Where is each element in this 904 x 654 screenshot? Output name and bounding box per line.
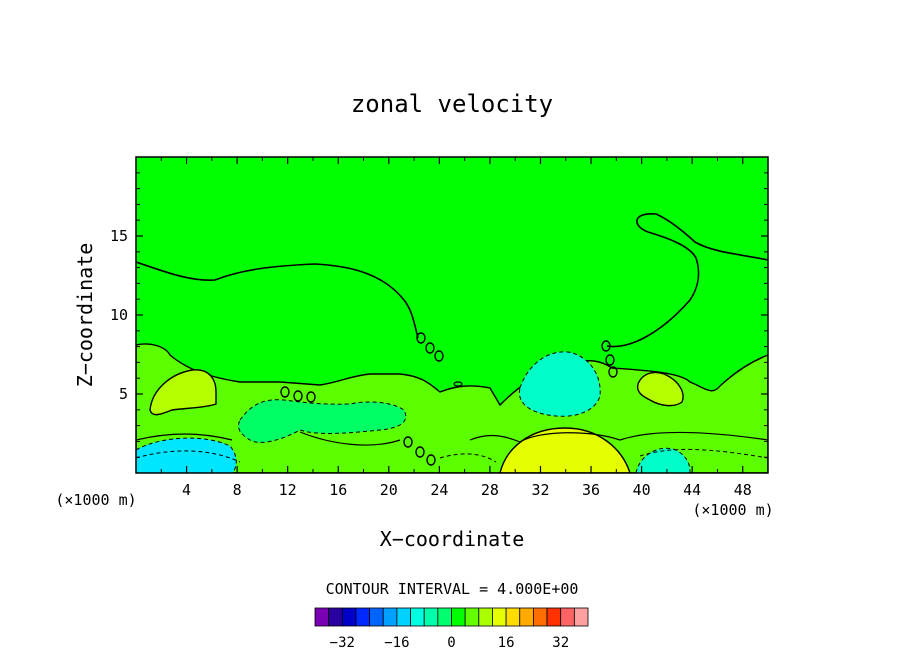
eddy-contour <box>605 354 615 366</box>
plot-area <box>136 157 768 473</box>
colorbar-swatch <box>478 607 493 627</box>
eddy-contour <box>453 381 463 387</box>
center-negative-region <box>518 351 601 417</box>
colorbar-swatch <box>464 607 480 627</box>
x-axis: 4 8 12 16 20 24 28 32 36 40 44 48 <box>160 157 752 499</box>
colorbar-tick-label: 16 <box>498 635 515 651</box>
y-axis-label: Z−coordinate <box>73 243 97 388</box>
colorbar-swatch <box>314 607 330 627</box>
left-jet-core-region <box>149 369 217 416</box>
right-jet-core-region <box>636 371 684 407</box>
colorbar-swatch <box>382 607 398 627</box>
eddy-contour <box>306 391 316 403</box>
x-tick-label: 4 <box>182 481 191 499</box>
colorbar-swatch <box>492 607 507 627</box>
colorbar-swatch <box>369 607 384 627</box>
contour-interval-text: CONTOUR INTERVAL = 4.000E+00 <box>326 580 579 598</box>
eddy-contour <box>280 386 290 398</box>
colorbar-swatch <box>437 607 452 627</box>
colorbar-swatch <box>396 607 411 627</box>
colorbar-swatch <box>410 607 425 627</box>
x-tick-label: 12 <box>279 481 297 499</box>
x-tick-label: 8 <box>233 481 242 499</box>
colorbar-swatch <box>546 607 562 627</box>
colorbar-tick-label: −16 <box>384 635 409 651</box>
eddy-contour <box>425 342 435 354</box>
y-tick-label: 5 <box>119 385 128 403</box>
mid-negative-region <box>237 399 407 443</box>
x-axis-label: X−coordinate <box>380 527 525 551</box>
colorbar-swatch <box>533 607 548 627</box>
x-tick-label: 48 <box>734 481 752 499</box>
colorbar-tick-label: 32 <box>552 635 569 651</box>
upper-right-contour-line <box>606 213 768 348</box>
y-tick-label: 15 <box>110 227 128 245</box>
eddy-contour <box>426 454 436 466</box>
colorbar-swatch <box>423 607 439 627</box>
eddy-contour <box>608 366 618 378</box>
colorbar-tick-label: 0 <box>447 635 455 651</box>
eddy-contour <box>416 332 426 344</box>
eddy-contour <box>403 436 413 448</box>
x-tick-label: 16 <box>329 481 347 499</box>
colorbar-swatch <box>505 607 521 627</box>
x-tick-label: 36 <box>582 481 600 499</box>
colorbar-swatch <box>573 607 589 627</box>
upper-contour-line <box>136 261 419 339</box>
x-tick-label: 20 <box>380 481 398 499</box>
x-tick-label: 24 <box>430 481 448 499</box>
colorbar-swatch <box>519 607 534 627</box>
eddy-contour <box>293 390 303 402</box>
x-tick-label: 28 <box>481 481 499 499</box>
x-units-right: (×1000 m) <box>692 501 773 519</box>
x-tick-label: 40 <box>633 481 651 499</box>
colorbar-swatch <box>341 607 357 627</box>
bottom-left-negative-region <box>136 437 237 473</box>
lower-contour-line <box>136 448 768 463</box>
y-tick-label: 10 <box>110 306 128 324</box>
bottom-center-positive-region <box>499 427 631 473</box>
eddy-contour <box>434 350 444 362</box>
x-units-left: (×1000 m) <box>55 491 136 509</box>
eddy-contour <box>601 340 611 352</box>
colorbar-swatch <box>451 607 466 627</box>
colorbar-swatch <box>328 607 343 627</box>
x-tick-label: 32 <box>531 481 549 499</box>
eddy-contour <box>415 446 425 458</box>
colorbar-swatch <box>560 607 575 627</box>
colorbar-tick-label: −32 <box>330 635 355 651</box>
chart-title: zonal velocity <box>351 90 553 118</box>
lower-contour-line <box>136 431 768 446</box>
colorbar-swatch <box>355 607 371 627</box>
colorbar: −32 −16 0 16 32 <box>314 607 589 651</box>
y-axis: 5 10 15 <box>110 172 768 458</box>
x-tick-label: 44 <box>683 481 701 499</box>
